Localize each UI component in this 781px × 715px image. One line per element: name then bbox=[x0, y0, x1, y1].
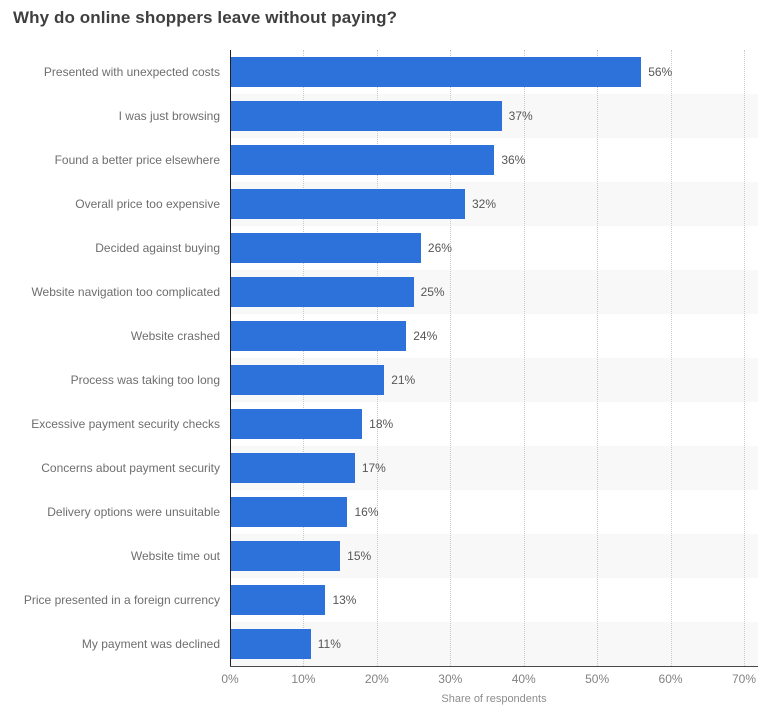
bar-value-label: 56% bbox=[648, 65, 673, 79]
bar-value-label: 18% bbox=[369, 417, 394, 431]
chart-row: Website navigation too complicated 25% bbox=[0, 270, 781, 314]
chart-row: Price presented in a foreign currency 13% bbox=[0, 578, 781, 622]
row-plot-area: 17% bbox=[230, 446, 758, 490]
x-axis-tick: 40% bbox=[511, 672, 536, 686]
category-label: Website navigation too complicated bbox=[31, 285, 220, 299]
chart-row: Decided against buying 26% bbox=[0, 226, 781, 270]
bar-value-label: 26% bbox=[427, 241, 452, 255]
category-label: Overall price too expensive bbox=[75, 197, 220, 211]
category-label: Delivery options were unsuitable bbox=[47, 505, 220, 519]
chart-row: My payment was declined 11% bbox=[0, 622, 781, 666]
row-plot-area: 26% bbox=[230, 226, 758, 270]
category-label: Website time out bbox=[130, 549, 220, 563]
x-axis-line bbox=[230, 666, 758, 667]
row-plot-area: 37% bbox=[230, 94, 758, 138]
bar-value-label: 11% bbox=[317, 637, 341, 651]
category-label: Concerns about payment security bbox=[41, 461, 220, 475]
category-label: Price presented in a foreign currency bbox=[23, 593, 220, 607]
x-axis-tick: 30% bbox=[438, 672, 463, 686]
x-axis-tick: 10% bbox=[291, 672, 316, 686]
x-axis-label: Share of respondents bbox=[441, 693, 547, 705]
bar bbox=[230, 453, 355, 483]
x-axis-tick: 60% bbox=[658, 672, 683, 686]
chart-row: Website crashed 24% bbox=[0, 314, 781, 358]
category-label: Presented with unexpected costs bbox=[43, 65, 220, 79]
bar bbox=[230, 585, 326, 615]
bar bbox=[230, 145, 495, 175]
row-plot-area: 25% bbox=[230, 270, 758, 314]
category-label: Excessive payment security checks bbox=[31, 417, 220, 431]
category-label: I was just browsing bbox=[118, 109, 220, 123]
bar-value-label: 21% bbox=[391, 373, 416, 387]
row-plot-area: 15% bbox=[230, 534, 758, 578]
bar bbox=[230, 321, 407, 351]
chart-title: Why do online shoppers leave without pay… bbox=[13, 8, 398, 27]
row-plot-area: 18% bbox=[230, 402, 758, 446]
chart-row: Process was taking too long 21% bbox=[0, 358, 781, 402]
row-plot-area: 32% bbox=[230, 182, 758, 226]
row-plot-area: 56% bbox=[230, 50, 758, 94]
row-plot-area: 36% bbox=[230, 138, 758, 182]
bar-value-label: 36% bbox=[501, 153, 526, 167]
x-axis-tick: 70% bbox=[731, 672, 757, 686]
bar bbox=[230, 101, 502, 131]
chart-rows: Presented with unexpected costs 56% I was … bbox=[0, 50, 781, 666]
category-label: My payment was declined bbox=[81, 637, 220, 651]
chart-row: Excessive payment security checks 18% bbox=[0, 402, 781, 446]
chart-row: Website time out 15% bbox=[0, 534, 781, 578]
chart-row: Found a better price elsewhere 36% bbox=[0, 138, 781, 182]
row-plot-area: 16% bbox=[230, 490, 758, 534]
bar bbox=[230, 277, 414, 307]
x-axis-tick: 0% bbox=[221, 672, 239, 686]
bar bbox=[230, 189, 465, 219]
chart-row: Overall price too expensive 32% bbox=[0, 182, 781, 226]
bar-value-label: 17% bbox=[361, 461, 386, 475]
x-axis-tick: 50% bbox=[585, 672, 610, 686]
chart-row: Presented with unexpected costs 56% bbox=[0, 50, 781, 94]
category-label: Process was taking too long bbox=[70, 373, 220, 387]
bar-value-label: 16% bbox=[354, 505, 379, 519]
x-axis-tick: 20% bbox=[364, 672, 389, 686]
y-axis-line bbox=[230, 50, 231, 667]
row-plot-area: 24% bbox=[230, 314, 758, 358]
bar-value-label: 13% bbox=[332, 593, 357, 607]
bar bbox=[230, 541, 341, 571]
chart-row: I was just browsing 37% bbox=[0, 94, 781, 138]
bar-value-label: 32% bbox=[471, 197, 496, 211]
bar-value-label: 24% bbox=[413, 329, 438, 343]
bar bbox=[230, 57, 642, 87]
bar bbox=[230, 365, 385, 395]
bar bbox=[230, 233, 421, 263]
bar bbox=[230, 629, 311, 659]
category-label: Website crashed bbox=[130, 329, 220, 343]
row-plot-area: 11% bbox=[230, 622, 758, 666]
bar-value-label: 37% bbox=[508, 109, 533, 123]
row-plot-area: 13% bbox=[230, 578, 758, 622]
chart-row: Delivery options were unsuitable 16% bbox=[0, 490, 781, 534]
bar-value-label: 25% bbox=[420, 285, 445, 299]
bar bbox=[230, 497, 348, 527]
bar-value-label: 15% bbox=[347, 549, 372, 563]
category-label: Decided against buying bbox=[95, 241, 220, 255]
chart-row: Concerns about payment security 17% bbox=[0, 446, 781, 490]
x-axis-ticks: 0% 10% 20% 30% 40% 50% 60% 70% bbox=[221, 672, 758, 688]
category-label: Found a better price elsewhere bbox=[54, 153, 220, 167]
bar bbox=[230, 409, 363, 439]
row-plot-area: 21% bbox=[230, 358, 758, 402]
